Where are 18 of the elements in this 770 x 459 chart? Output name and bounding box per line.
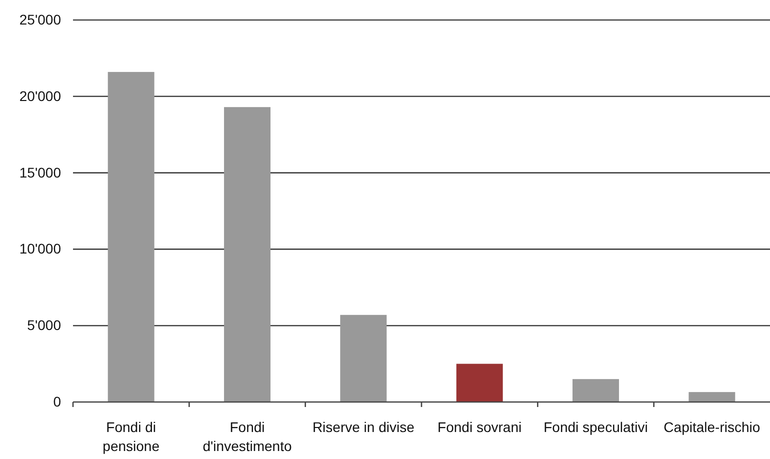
x-tick-label: Fondi di pensione — [102, 419, 160, 454]
bar — [108, 72, 154, 402]
y-tick-label: 10'000 — [19, 240, 62, 257]
x-tick-label: Capitale-rischio — [664, 419, 760, 435]
bar — [340, 314, 387, 402]
bar — [688, 392, 736, 402]
x-tick-label: Fondi sovrani — [438, 419, 522, 435]
x-tick-label: Fondi speculativi — [544, 419, 648, 435]
bar — [572, 379, 619, 402]
y-tick-label: 25'000 — [19, 11, 62, 28]
bar — [224, 107, 270, 402]
x-tick-label: Riserve in divise — [312, 419, 415, 435]
x-tick-label: Fondi d'investimento — [202, 419, 292, 454]
y-tick-label: 20'000 — [19, 88, 62, 104]
y-tick-label: 15'000 — [19, 164, 62, 180]
y-tick-label: 5'000 — [27, 317, 62, 334]
y-tick-label: 0 — [53, 393, 62, 410]
bar — [456, 364, 503, 402]
